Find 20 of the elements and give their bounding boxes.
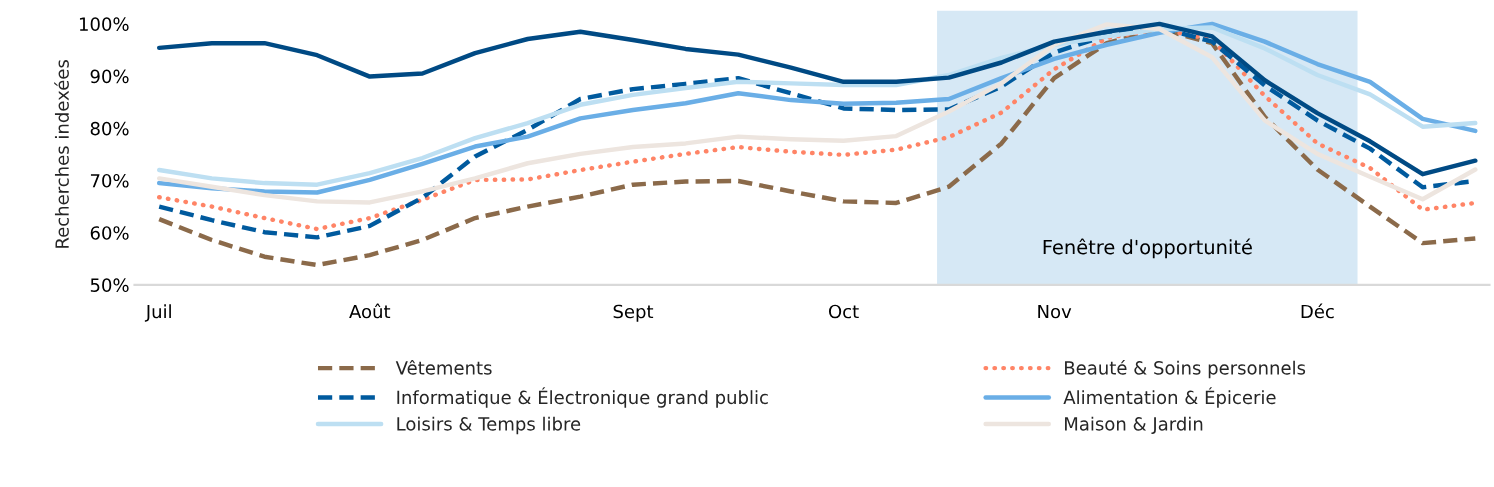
- y-tick-label: 50%: [90, 278, 129, 293]
- y-tick-label: 100%: [79, 17, 129, 31]
- x-tick-label: Nov: [1038, 304, 1072, 319]
- y-tick-label: 70%: [90, 173, 129, 188]
- y-tick-label: 80%: [90, 121, 129, 136]
- y-axis-title: Recherches indexées: [54, 60, 69, 248]
- x-tick-label: Déc: [1301, 303, 1334, 319]
- x-tick-label: Août: [349, 303, 391, 319]
- legend-label: Loisirs & Temps libre: [397, 416, 581, 435]
- legend-label: Beauté & Soins personnels: [1065, 359, 1306, 379]
- x-tick-label: Juil: [144, 304, 171, 322]
- legend-label: Vêtements: [395, 359, 492, 375]
- legend-label: Alimentation & Épicerie: [1063, 387, 1276, 408]
- annotation: Fenêtre d'opportunité: [1043, 238, 1252, 259]
- y-tick-label: 60%: [90, 226, 129, 240]
- legend-label: Informatique & Électronique grand public: [397, 387, 768, 408]
- y-tick-label: 90%: [90, 69, 129, 84]
- x-tick-label: Sept: [613, 304, 654, 322]
- x-tick-label: Oct: [828, 304, 859, 319]
- legend-label: Maison & Jardin: [1065, 416, 1203, 435]
